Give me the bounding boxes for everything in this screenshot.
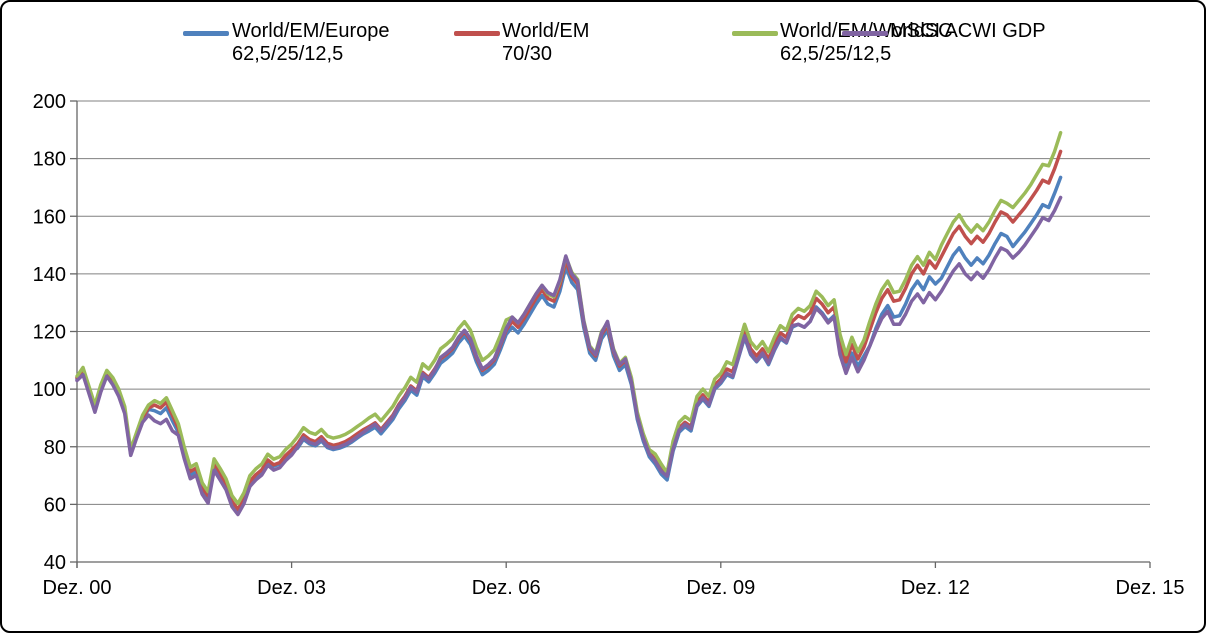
legend-label-line2: 62,5/25/12,5 [780, 43, 892, 65]
chart-legend: World/EM/Europe 62,5/25/12,5 World/EM 70… [0, 0, 1206, 75]
legend-swatch-red-icon [454, 31, 500, 36]
y-axis-label: 100 [33, 379, 66, 401]
y-axis-label: 140 [33, 264, 66, 286]
x-axis-label: Dez. 12 [901, 577, 970, 599]
legend-label-line1: MSCI ACWI GDP [890, 20, 1046, 42]
y-axis-label: 120 [33, 322, 66, 344]
series-line [75, 175, 1063, 513]
legend-swatch-blue-icon [183, 31, 229, 36]
legend-swatch-green-icon [732, 31, 778, 36]
y-axis-label: 160 [33, 206, 66, 228]
legend-label-line1: World/EM [502, 20, 590, 42]
legend-label-line2: 70/30 [502, 43, 553, 65]
x-axis-label: Dez. 09 [686, 577, 755, 599]
y-axis-label: 80 [44, 437, 66, 459]
legend-label-line1: World/EM/Europe [232, 20, 390, 42]
y-axis-label: 40 [44, 552, 66, 574]
x-axis-label: Dez. 03 [257, 577, 326, 599]
y-axis-label: 180 [33, 149, 66, 171]
x-axis-label: Dez. 06 [472, 577, 541, 599]
legend-swatch-purple-icon [842, 31, 888, 36]
x-axis-label: Dez. 15 [1116, 577, 1185, 599]
x-axis-label: Dez. 00 [43, 577, 112, 599]
y-axis-label: 60 [44, 494, 66, 516]
series-line [75, 195, 1063, 517]
y-axis-label: 200 [33, 91, 66, 113]
series-line [75, 130, 1063, 506]
series-line [75, 149, 1063, 512]
legend-label-line2: 62,5/25/12,5 [232, 43, 344, 65]
